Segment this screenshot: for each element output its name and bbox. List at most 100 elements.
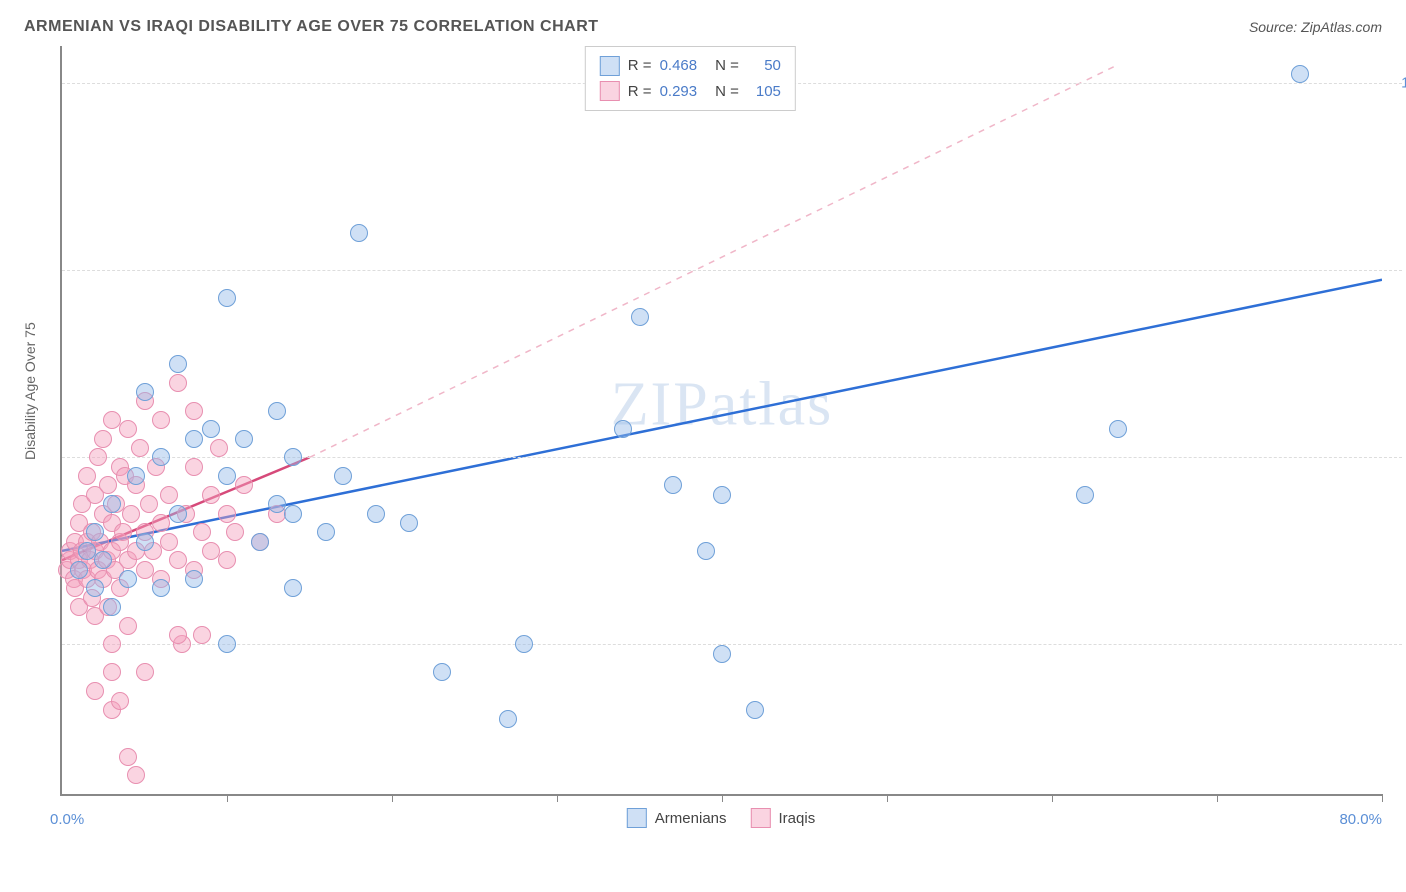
legend-label-armenians: Armenians: [655, 810, 727, 827]
iraqis-point: [103, 635, 121, 653]
iraqis-point: [169, 626, 187, 644]
armenians-point: [202, 420, 220, 438]
iraqis-point: [202, 486, 220, 504]
iraqis-point: [210, 439, 228, 457]
armenians-point: [152, 448, 170, 466]
armenians-point: [103, 598, 121, 616]
r-value-iraqis: 0.293: [660, 79, 698, 105]
x-tick: [1217, 794, 1218, 802]
iraqis-point: [86, 682, 104, 700]
x-tick: [1382, 794, 1383, 802]
armenians-point: [697, 542, 715, 560]
armenians-point: [499, 710, 517, 728]
armenians-point: [400, 514, 418, 532]
r-label: R =: [628, 53, 652, 79]
gridline: [62, 457, 1402, 458]
legend-swatch-iraqis: [600, 81, 620, 101]
n-value-armenians: 50: [747, 53, 781, 79]
n-label: N =: [715, 53, 739, 79]
iraqis-point: [152, 411, 170, 429]
r-value-armenians: 0.468: [660, 53, 698, 79]
armenians-point: [103, 495, 121, 513]
iraqis-point: [119, 617, 137, 635]
x-axis-min-label: 0.0%: [50, 811, 84, 828]
armenians-point: [169, 355, 187, 373]
y-axis-title: Disability Age Over 75: [22, 322, 38, 460]
armenians-point: [284, 448, 302, 466]
armenians-point: [218, 289, 236, 307]
iraqis-point: [94, 430, 112, 448]
iraqis-point: [169, 551, 187, 569]
iraqis-point: [152, 514, 170, 532]
iraqis-point: [193, 523, 211, 541]
n-value-iraqis: 105: [747, 79, 781, 105]
armenians-point: [367, 505, 385, 523]
armenians-point: [70, 561, 88, 579]
armenians-point: [746, 701, 764, 719]
armenians-point: [284, 579, 302, 597]
armenians-point: [185, 570, 203, 588]
iraqis-point: [160, 486, 178, 504]
armenians-point: [94, 551, 112, 569]
armenians-point: [515, 635, 533, 653]
x-axis-max-label: 80.0%: [1339, 811, 1382, 828]
iraqis-point: [202, 542, 220, 560]
armenians-point: [218, 467, 236, 485]
armenians-point: [284, 505, 302, 523]
armenians-point: [169, 505, 187, 523]
armenians-point: [251, 533, 269, 551]
armenians-point: [268, 402, 286, 420]
armenians-point: [1076, 486, 1094, 504]
armenians-point: [350, 224, 368, 242]
iraqis-point: [226, 523, 244, 541]
armenians-point: [78, 542, 96, 560]
iraqis-point: [218, 505, 236, 523]
iraqis-point: [103, 411, 121, 429]
armenians-point: [127, 467, 145, 485]
armenians-point: [268, 495, 286, 513]
gridline: [62, 644, 1402, 645]
armenians-point: [86, 579, 104, 597]
armenians-point: [713, 645, 731, 663]
iraqis-point: [127, 766, 145, 784]
armenians-point: [664, 476, 682, 494]
iraqis-point: [78, 467, 96, 485]
legend-swatch-iraqis: [751, 808, 771, 828]
armenians-point: [317, 523, 335, 541]
y-tick-label: 100.0%: [1401, 75, 1406, 92]
gridline: [62, 270, 1402, 271]
iraqis-point: [119, 748, 137, 766]
n-label: N =: [715, 79, 739, 105]
iraqis-point: [185, 458, 203, 476]
series-legend: Armenians Iraqis: [627, 808, 815, 828]
x-tick: [557, 794, 558, 802]
armenians-point: [1291, 65, 1309, 83]
iraqis-point: [89, 448, 107, 466]
armenians-point: [614, 420, 632, 438]
iraqis-point: [185, 402, 203, 420]
armenians-point: [136, 533, 154, 551]
x-tick: [227, 794, 228, 802]
armenians-point: [86, 523, 104, 541]
armenians-point: [218, 635, 236, 653]
iraqis-point: [131, 439, 149, 457]
armenians-point: [334, 467, 352, 485]
iraqis-point: [169, 374, 187, 392]
x-tick: [887, 794, 888, 802]
trend-lines: [62, 46, 1382, 794]
watermark: ZIPatlas: [611, 370, 834, 441]
source-label: Source: ZipAtlas.com: [1249, 19, 1382, 35]
iraqis-point: [136, 663, 154, 681]
x-tick: [392, 794, 393, 802]
iraqis-point: [99, 476, 117, 494]
iraqis-point: [119, 420, 137, 438]
legend-swatch-armenians: [600, 56, 620, 76]
x-tick: [1052, 794, 1053, 802]
iraqis-point: [136, 561, 154, 579]
correlation-legend: R = 0.468 N = 50 R = 0.293 N = 105: [585, 46, 796, 111]
armenians-point: [713, 486, 731, 504]
iraqis-point: [122, 505, 140, 523]
armenians-point: [235, 430, 253, 448]
iraqis-point: [160, 533, 178, 551]
iraqis-point: [235, 476, 253, 494]
